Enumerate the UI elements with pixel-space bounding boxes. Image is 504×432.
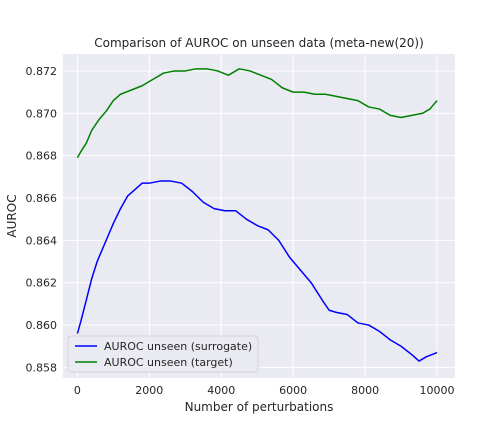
y-tick-label: 0.860 [26,319,58,332]
x-tick-labels: 0 2000 4000 6000 8000 10000 [74,384,455,397]
y-tick-label: 0.864 [26,234,58,247]
legend: AUROC unseen (surrogate) AUROC unseen (t… [67,335,259,373]
x-tick-label: 0 [74,384,81,397]
legend-label-surrogate: AUROC unseen (surrogate) [104,340,252,353]
chart-title: Comparison of AUROC on unseen data (meta… [94,36,424,50]
y-tick-label: 0.868 [26,150,58,163]
legend-label-target: AUROC unseen (target) [104,356,233,369]
y-axis-label: AUROC [5,194,19,237]
plot-area [63,54,455,378]
x-tick-label: 6000 [279,384,307,397]
x-tick-label: 10000 [420,384,455,397]
grid-lines [63,54,455,378]
series-line-surrogate [76,180,438,362]
x-axis-label: Number of perturbations [185,400,334,414]
x-tick-label: 2000 [135,384,163,397]
legend-box [67,335,259,373]
series-lines [76,68,438,362]
x-tick-label: 8000 [351,384,379,397]
y-tick-labels: 0.858 0.860 0.862 0.864 0.866 0.868 0.870 0.872 [26,65,58,374]
series-line-target [76,68,438,159]
y-tick-label: 0.862 [26,277,58,290]
y-tick-label: 0.858 [26,361,58,374]
y-tick-label: 0.872 [26,65,58,78]
x-tick-label: 4000 [207,384,235,397]
y-tick-label: 0.870 [26,107,58,120]
y-tick-label: 0.866 [26,192,58,205]
